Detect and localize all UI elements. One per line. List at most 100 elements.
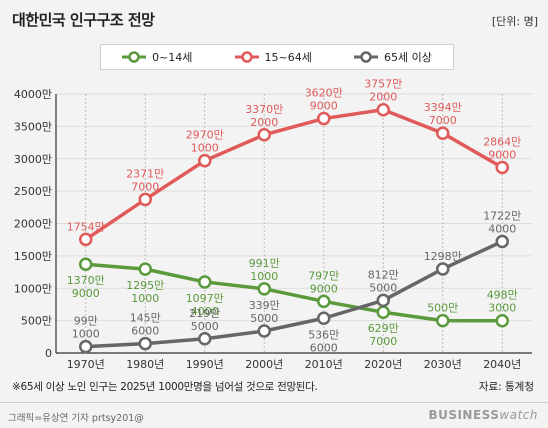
y-tick-label: 500만: [21, 315, 52, 328]
legend-line-red-icon: [234, 51, 259, 63]
data-label: 4000: [191, 305, 219, 318]
source-label: 자료: 통계청: [478, 381, 534, 393]
data-point: [257, 128, 271, 142]
series-line: [85, 239, 503, 349]
legend-label-15-64: 15~64세: [264, 51, 312, 64]
series-line: [84, 107, 504, 241]
data-point: [495, 234, 509, 249]
data-label: 2371만: [126, 167, 164, 180]
legend-item-15-64: 15~64세: [234, 49, 312, 65]
brand-logo: BUSINESSwatch: [428, 408, 538, 422]
data-label: 1000: [131, 292, 159, 305]
data-label: 6000: [310, 341, 338, 354]
legend: 0~14세 15~64세 65세 이상: [100, 44, 454, 70]
data-point: [495, 160, 509, 175]
data-label: 5000: [369, 281, 397, 294]
data-label: 1722만: [483, 209, 521, 222]
x-tick-label: 2040년: [483, 358, 521, 371]
data-label: 9000: [488, 148, 516, 161]
data-label: 4000: [488, 222, 516, 235]
unit-label: [단위: 명]: [491, 15, 538, 28]
data-label: 1000: [191, 142, 219, 155]
data-point: [138, 192, 152, 207]
data-point: [198, 275, 212, 289]
data-label: 9000: [310, 100, 338, 113]
data-label: 99만: [74, 315, 98, 328]
data-label: 2864만: [483, 135, 521, 148]
data-point: [436, 126, 450, 140]
x-tick-label: 1990년: [186, 358, 224, 371]
data-label: 3000: [488, 302, 516, 315]
data-label: 536만: [308, 328, 339, 341]
data-point: [198, 332, 212, 346]
data-label: 1370만: [67, 274, 105, 287]
chart-title: 대한민국 인구구조 전망: [12, 11, 155, 29]
y-tick-label: 3000만: [14, 153, 52, 166]
line-chart: 0 500만 1000만 1500만 2000만 2500만 3000만 3500만 4000만…: [14, 78, 532, 371]
data-point: [376, 305, 390, 319]
data-point: [79, 339, 93, 354]
data-label: 219만: [189, 307, 220, 320]
legend-item-65-plus: 65세 이상: [354, 49, 432, 65]
data-label: 498만: [487, 289, 518, 302]
x-tick-label: 2030년: [424, 358, 462, 371]
y-tick-label: 1000만: [14, 282, 52, 295]
legend-line-green-icon: [122, 51, 147, 63]
data-label: 2000: [250, 116, 278, 129]
data-label: 629만: [368, 322, 399, 335]
data-label: 991만: [249, 257, 280, 270]
data-label: 9000: [310, 282, 338, 295]
data-point: [138, 336, 152, 351]
data-label: 812만: [368, 268, 399, 281]
footer: 그래픽=유상연 기자 prtsy201@ BUSINESSwatch: [0, 402, 548, 428]
footnote: ※65세 이상 노인 인구는 2025년 1000만명을 넘어설 것으로 전망된…: [12, 381, 318, 393]
data-label: 5000: [191, 320, 219, 333]
legend-label-0-14: 0~14세: [152, 51, 193, 64]
brand-bold: BUSINESS: [428, 408, 500, 422]
data-label: 5000: [250, 312, 278, 325]
x-tick-label: 1970년: [67, 358, 105, 371]
data-point: [138, 262, 152, 276]
y-tick-label: 0: [45, 347, 52, 360]
y-tick-label: 1500만: [14, 250, 52, 263]
data-point: [257, 324, 271, 338]
data-label: 7000: [429, 114, 457, 127]
x-tick-label: 1980년: [126, 358, 164, 371]
data-label: 2970만: [186, 129, 224, 142]
data-point: [436, 262, 450, 276]
data-point: [317, 311, 331, 326]
data-point: [79, 232, 93, 247]
y-tick-label: 4000만: [14, 88, 52, 101]
series-line: [85, 262, 503, 323]
data-point: [376, 102, 390, 117]
data-label: 6000: [131, 325, 159, 338]
y-tick-label: 2500만: [14, 185, 52, 198]
x-tick-label: 2000년: [245, 358, 283, 371]
data-label: 1754만: [67, 220, 105, 233]
data-label: 500만: [427, 302, 458, 315]
data-point: [79, 257, 93, 271]
credit-text: 그래픽=유상연 기자 prtsy201@: [8, 413, 144, 424]
data-point: [436, 313, 450, 328]
data-point: [198, 153, 212, 168]
x-tick-label: 2010년: [305, 358, 343, 371]
data-label: 1097만: [186, 292, 224, 305]
legend-item-0-14: 0~14세: [122, 49, 192, 65]
data-point: [317, 111, 331, 126]
data-label: 3394만: [424, 101, 462, 114]
data-label: 797만: [308, 269, 339, 282]
data-label: 7000: [369, 335, 397, 348]
data-point: [376, 293, 390, 308]
data-label: 1295만: [126, 279, 164, 292]
data-point: [257, 282, 271, 296]
legend-line-gray-icon: [354, 51, 379, 63]
data-point: [317, 294, 331, 309]
brand-light: watch: [499, 408, 538, 422]
data-label: 339만: [249, 299, 280, 312]
data-label: 1298만: [424, 250, 462, 263]
data-label: 3757만: [364, 78, 402, 91]
x-tick-label: 2020년: [364, 358, 402, 371]
y-tick-label: 3500만: [14, 120, 52, 133]
legend-label-65-plus: 65세 이상: [384, 51, 432, 64]
